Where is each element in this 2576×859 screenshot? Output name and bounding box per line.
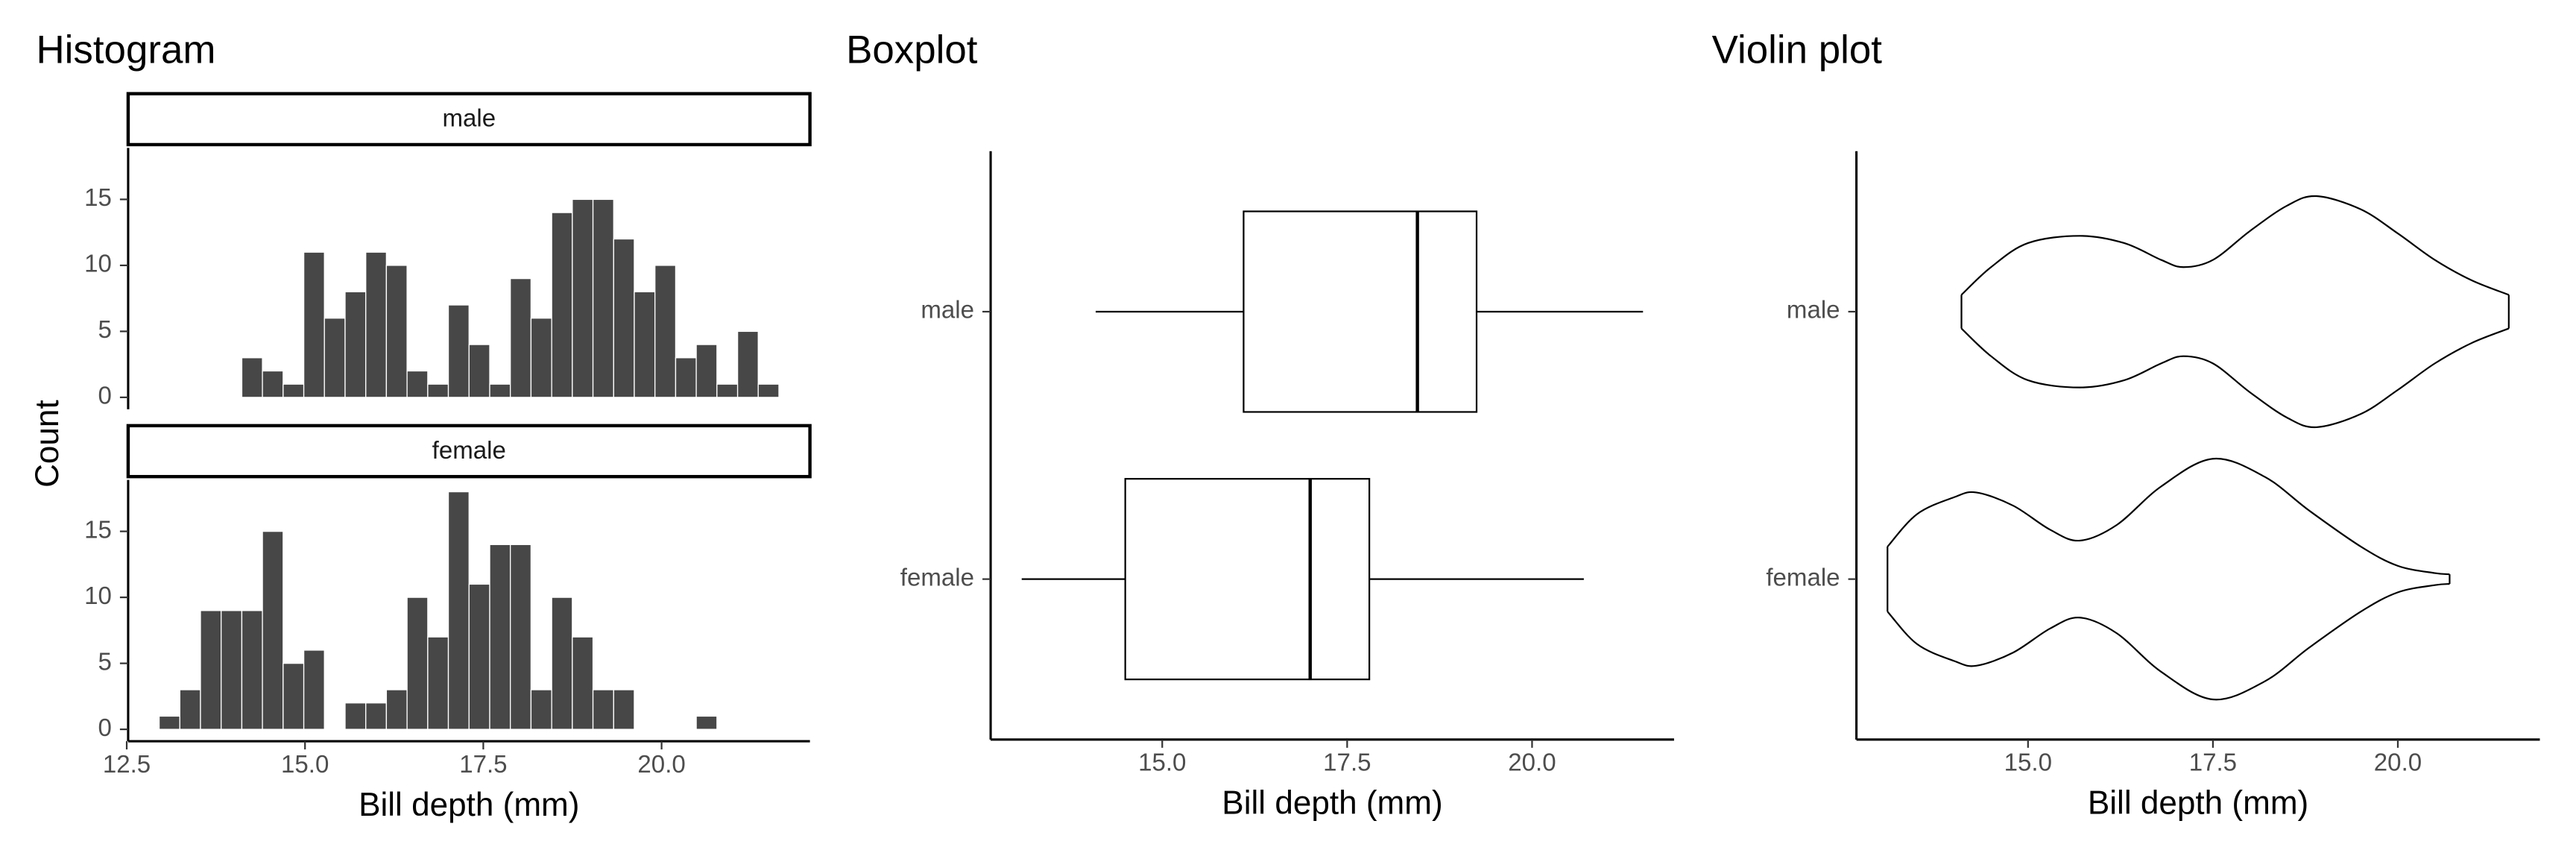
histogram-bar <box>695 344 718 398</box>
histogram-bar <box>757 383 780 398</box>
histogram-bar <box>551 597 573 730</box>
y-tick-label: 10 <box>84 251 112 278</box>
histogram-bar <box>262 530 284 730</box>
y-axis-title: Count <box>29 400 66 488</box>
box <box>1243 210 1478 413</box>
violin-upper <box>1887 458 2450 576</box>
x-tick-label: 17.5 <box>1323 749 1371 777</box>
histogram-bar <box>241 357 263 398</box>
histogram-bar <box>241 610 263 730</box>
y-tick-label: male <box>921 297 974 324</box>
histogram-bar <box>427 383 449 398</box>
x-tick-label: 20.0 <box>1508 749 1556 777</box>
y-tick-label: 0 <box>98 714 111 742</box>
histogram-bar <box>323 318 346 398</box>
facet-label: male <box>442 105 496 133</box>
x-tick-label: 17.5 <box>2189 749 2237 777</box>
y-tick-label: 5 <box>98 648 111 676</box>
panel-title: Violin plot <box>1712 28 1883 72</box>
histogram-bar <box>510 544 532 730</box>
violin-lower <box>1960 327 2510 429</box>
y-tick-label: female <box>900 564 974 591</box>
histogram-bar <box>200 610 222 730</box>
histogram-bar <box>510 277 532 398</box>
facet-label: female <box>432 437 506 465</box>
histogram-bar <box>344 702 367 730</box>
histogram-bar <box>303 251 325 398</box>
histogram-bar <box>158 715 180 730</box>
x-tick-label: 17.5 <box>459 751 507 778</box>
histogram-bar <box>592 689 614 730</box>
panel-title: Histogram <box>37 28 216 72</box>
violin-lower <box>1887 582 2450 701</box>
histogram-bar <box>489 383 511 398</box>
histogram-bar <box>489 544 511 730</box>
histogram-bar <box>427 636 449 730</box>
histogram-bar <box>530 689 552 730</box>
histogram-bar <box>716 383 739 398</box>
histogram-bar <box>613 689 635 730</box>
histogram-bar <box>572 636 594 730</box>
y-tick-label: 15 <box>84 184 112 212</box>
x-tick-label: 15.0 <box>2004 749 2052 777</box>
histogram-bar <box>385 265 408 398</box>
x-tick-label: 20.0 <box>637 751 685 778</box>
x-axis-title: Bill depth (mm) <box>2088 785 2308 822</box>
y-tick-label: 0 <box>98 383 111 410</box>
facet-strip <box>126 92 812 147</box>
histogram-bar <box>695 715 718 730</box>
x-tick-label: 15.0 <box>281 751 329 778</box>
y-tick-label: 10 <box>84 582 112 610</box>
y-tick-label: 5 <box>98 316 111 344</box>
y-tick-label: female <box>1766 564 1840 591</box>
panel-title: Boxplot <box>846 28 978 72</box>
histogram-bar <box>303 649 325 730</box>
histogram-bar <box>365 702 388 730</box>
histogram-bar <box>468 344 490 398</box>
histogram-bar <box>344 291 367 398</box>
histogram-bar <box>179 689 201 730</box>
histogram-bar <box>406 370 429 398</box>
box <box>1124 478 1371 681</box>
y-tick-label: male <box>1787 297 1840 324</box>
histogram-bar <box>572 198 594 398</box>
histogram-bar <box>634 291 656 398</box>
histogram-bar <box>592 198 614 398</box>
histogram-bar <box>654 265 677 398</box>
violin-upper <box>1960 195 2510 296</box>
histogram-bar <box>675 357 697 398</box>
x-axis-title: Bill depth (mm) <box>359 787 579 823</box>
histogram-bar <box>468 583 490 730</box>
histogram-bar <box>447 304 470 398</box>
histogram-bar <box>530 318 552 398</box>
x-tick-label: 20.0 <box>2374 749 2422 777</box>
histogram-bar <box>613 238 635 398</box>
histogram-bar <box>736 330 759 398</box>
facet-strip <box>126 424 812 479</box>
x-axis-title: Bill depth (mm) <box>1222 785 1442 822</box>
histogram-bar <box>365 251 388 398</box>
histogram-bar <box>551 212 573 398</box>
x-tick-label: 12.5 <box>103 751 151 778</box>
histogram-bar <box>282 383 305 398</box>
y-tick-label: 15 <box>84 516 112 544</box>
histogram-bar <box>282 662 305 730</box>
histogram-bar <box>447 491 470 730</box>
histogram-bar <box>221 610 243 730</box>
histogram-bar <box>385 689 408 730</box>
x-tick-label: 15.0 <box>1138 749 1186 777</box>
histogram-bar <box>262 370 284 398</box>
histogram-bar <box>406 597 429 730</box>
